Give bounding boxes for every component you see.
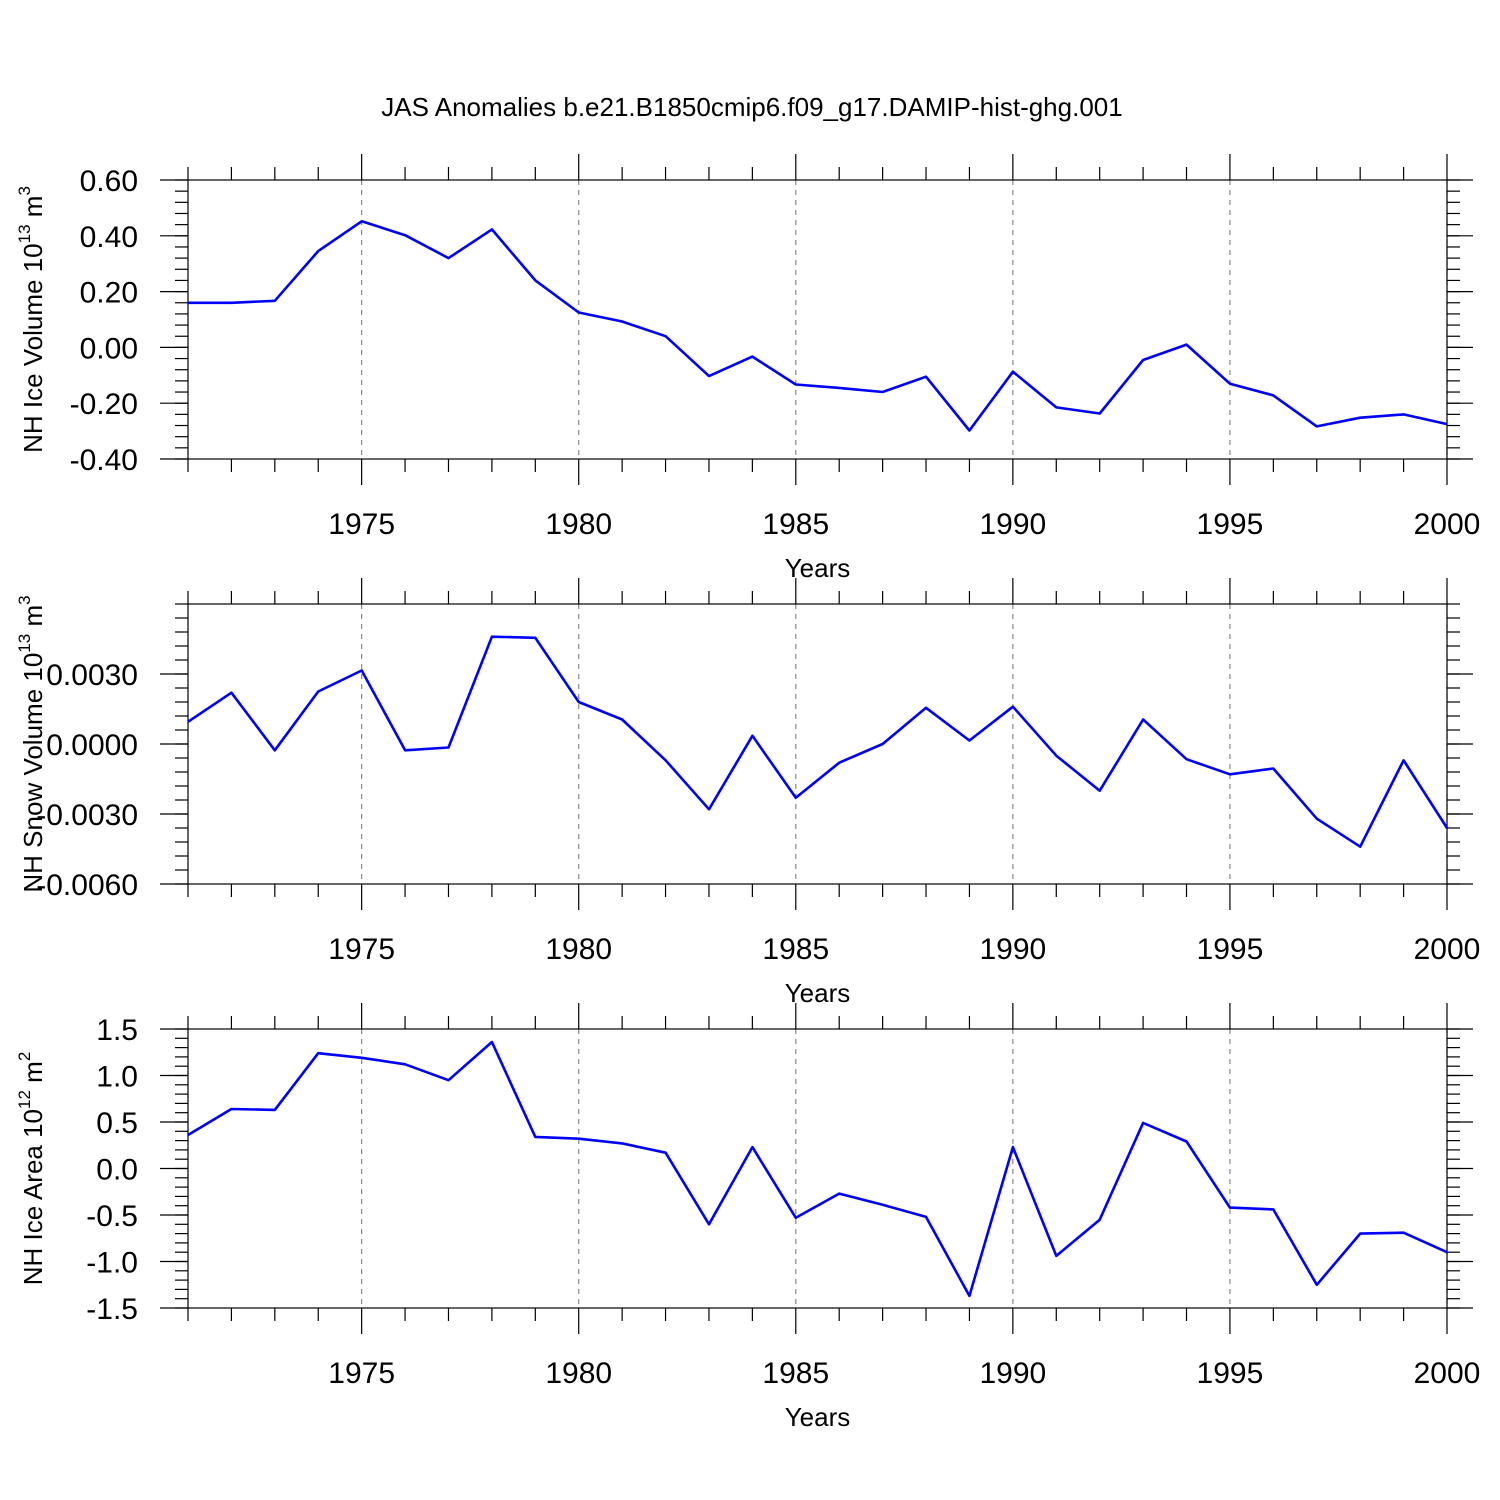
y-tick-label: 0.40 <box>80 221 138 254</box>
y-tick-label: -0.5 <box>86 1200 138 1233</box>
y-tick-label: -1.0 <box>86 1247 138 1280</box>
y-tick-label: 0.0 <box>96 1154 138 1187</box>
series-line <box>187 1040 1448 1298</box>
x-axis-title: Years <box>785 553 851 583</box>
x-tick-label: 1975 <box>328 508 395 541</box>
panel-3: 1975 1980 1985 1990 1995 2000 -1.5 -1.0 -0.5 0.0 0… <box>15 1003 1480 1432</box>
y-tick-label: 0.60 <box>80 165 138 198</box>
panel-2: 1975 1980 1985 1990 1995 2000 -0.0060 -0.0030 0.… <box>15 578 1480 1008</box>
y-tick-label: 0.5 <box>96 1107 138 1140</box>
y-axis-title: NH Snow Volume 1013 m3 <box>15 595 48 892</box>
plot-frame <box>187 603 1448 885</box>
panel-1: 1975 1980 1985 1990 1995 2000 -0.40 -0.20 0.00 0.… <box>15 154 1480 583</box>
y-tick-label: -1.5 <box>86 1293 138 1326</box>
x-tick-label: 1975 <box>328 1357 395 1390</box>
x-tick-label: 1995 <box>1197 1357 1264 1390</box>
x-tick-label: 1980 <box>545 508 612 541</box>
x-tick-label: 1995 <box>1197 933 1264 966</box>
x-tick-label: 1985 <box>762 1357 829 1390</box>
x-tick-label: 1985 <box>762 933 829 966</box>
plot-frame <box>187 179 1448 460</box>
x-axis-title: Years <box>785 978 851 1008</box>
plot-frame <box>187 1028 1448 1309</box>
x-tick-label: 2000 <box>1414 508 1481 541</box>
x-tick-label: 2000 <box>1414 933 1481 966</box>
x-tick-label: 2000 <box>1414 1357 1481 1390</box>
series-line <box>187 635 1449 849</box>
y-tick-label: -0.0030 <box>36 799 138 832</box>
y-axis-title: NH Ice Volume 1013 m3 <box>15 186 48 453</box>
x-tick-label: 1990 <box>979 1357 1046 1390</box>
x-tick-label: 1995 <box>1197 508 1264 541</box>
x-tick-label: 1980 <box>545 933 612 966</box>
y-axis-title: NH Ice Area 1012 m2 <box>15 1052 48 1286</box>
y-tick-label: 0.0030 <box>46 659 138 692</box>
y-tick-label: 0.20 <box>80 277 138 310</box>
x-tick-label: 1990 <box>979 933 1046 966</box>
y-tick-label: -0.20 <box>70 388 138 421</box>
x-tick-label: 1985 <box>762 508 829 541</box>
y-tick-label: -0.0060 <box>36 869 138 902</box>
y-tick-label: -0.40 <box>70 444 138 477</box>
series-line <box>188 220 1448 432</box>
x-tick-label: 1990 <box>979 508 1046 541</box>
y-tick-label: 1.0 <box>96 1061 138 1094</box>
x-tick-label: 1975 <box>328 933 395 966</box>
x-tick-label: 1980 <box>545 1357 612 1390</box>
y-tick-label: 0.00 <box>80 332 138 365</box>
chart-title: JAS Anomalies b.e21.B1850cmip6.f09_g17.D… <box>381 92 1122 122</box>
y-tick-label: 0.0000 <box>46 729 138 762</box>
x-axis-title: Years <box>785 1402 851 1432</box>
y-tick-label: 1.5 <box>96 1014 138 1047</box>
